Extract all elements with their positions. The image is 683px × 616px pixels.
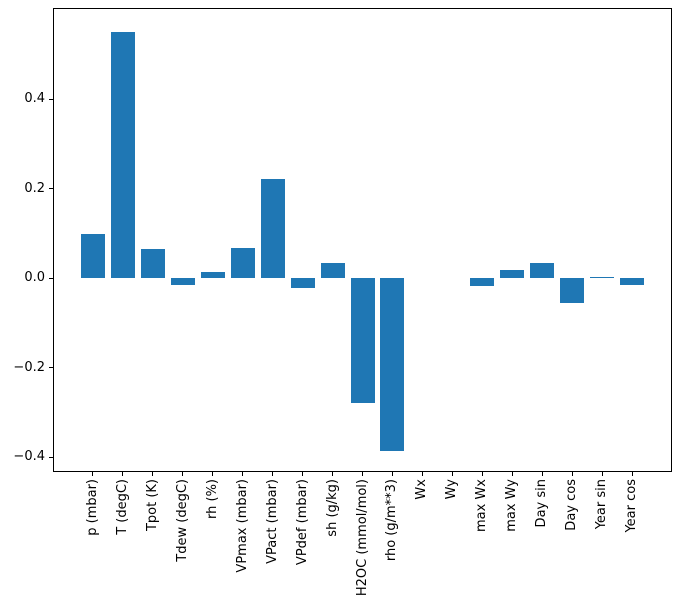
y-tick-label: −0.2	[13, 359, 45, 375]
y-tick-label: 0.4	[24, 91, 45, 107]
bar-year-cos	[620, 278, 645, 286]
plot-area	[53, 8, 672, 472]
x-tick-label: T (degC)	[114, 479, 130, 535]
x-tick-mark	[272, 472, 274, 476]
x-tick-label: Day cos	[564, 479, 580, 531]
bar-t-degc	[110, 32, 135, 279]
bar-year-sin	[590, 277, 615, 279]
x-tick-mark	[92, 472, 94, 476]
bar-vpdef-mbar	[290, 278, 315, 289]
x-tick-mark	[541, 472, 543, 476]
x-tick-mark	[242, 472, 244, 476]
y-tick-label: 0.0	[24, 270, 45, 286]
x-tick-label: Year cos	[624, 479, 640, 533]
x-tick-label: rho (g/m**3)	[384, 479, 400, 562]
x-tick-label: sh (g/kg)	[324, 479, 340, 537]
bar-tpot-k	[140, 249, 165, 279]
x-tick-mark	[511, 472, 513, 476]
bar-vpact-mbar	[260, 179, 285, 279]
x-tick-label: Tpot (K)	[144, 479, 160, 532]
y-tick-mark	[49, 277, 53, 279]
x-tick-mark	[122, 472, 124, 476]
bar-rho-g-m-3	[380, 278, 405, 451]
bar-vpmax-mbar	[230, 247, 255, 279]
x-tick-mark	[362, 472, 363, 476]
x-tick-mark	[152, 472, 154, 476]
x-tick-label: max Wx	[474, 479, 490, 533]
x-tick-mark	[332, 472, 334, 476]
y-tick-label: −0.4	[13, 449, 45, 465]
x-tick-label: Wy	[444, 479, 460, 500]
y-tick-mark	[49, 367, 53, 369]
x-tick-mark	[391, 472, 393, 476]
x-tick-label: max Wy	[504, 479, 520, 532]
x-tick-mark	[451, 472, 453, 476]
bar-p-mbar	[80, 233, 105, 279]
x-tick-label: Year sin	[594, 479, 610, 530]
x-tick-label: Tdew (degC)	[174, 479, 190, 562]
bar-day-cos	[560, 278, 585, 304]
x-tick-mark	[601, 472, 603, 476]
x-tick-mark	[631, 472, 633, 476]
x-tick-label: VPdef (mbar)	[294, 479, 310, 566]
bar-rh	[200, 272, 225, 279]
y-tick-mark	[49, 98, 53, 100]
x-tick-label: Wx	[414, 479, 430, 500]
x-tick-mark	[182, 472, 184, 476]
bar-day-sin	[530, 262, 555, 279]
bar-max-wy	[500, 269, 525, 279]
x-tick-mark	[571, 472, 573, 476]
bar-max-wx	[470, 278, 495, 286]
x-tick-label: p (mbar)	[84, 479, 100, 536]
y-tick-mark	[49, 456, 53, 458]
x-tick-label: Day sin	[534, 479, 550, 528]
x-tick-label: VPact (mbar)	[264, 479, 280, 564]
x-tick-label: VPmax (mbar)	[234, 479, 250, 573]
bar-h2oc-mmol-mol	[350, 278, 375, 403]
x-tick-label: rh (%)	[204, 479, 220, 519]
bar-sh-g-kg	[320, 263, 345, 279]
x-tick-label: H2OC (mmol/mol)	[354, 479, 370, 597]
y-tick-label: 0.2	[24, 180, 45, 196]
x-tick-mark	[212, 472, 214, 476]
bar-tdew-degc	[170, 278, 195, 286]
x-tick-mark	[481, 472, 483, 476]
x-tick-mark	[421, 472, 423, 476]
x-tick-mark	[302, 472, 304, 476]
y-tick-mark	[49, 188, 53, 190]
